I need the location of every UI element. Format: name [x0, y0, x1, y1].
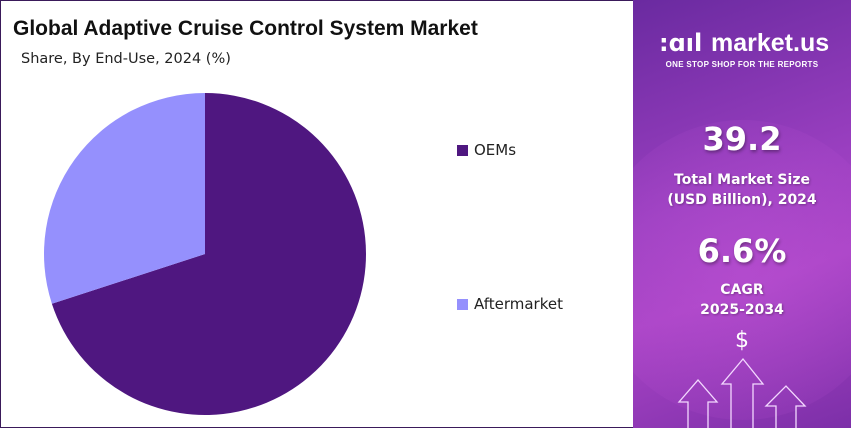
- up-arrow-icons: [677, 357, 807, 428]
- market-size-label-line1: Total Market Size: [674, 172, 810, 188]
- logo-tagline: ONE STOP SHOP FOR THE REPORTS: [665, 60, 819, 69]
- up-arrow-icon: [720, 357, 765, 428]
- cagr-value: 6.6%: [697, 232, 787, 270]
- chart-subtitle: Share, By End-Use, 2024 (%): [21, 51, 231, 67]
- legend-item-aftermarket: Aftermarket: [457, 295, 563, 313]
- up-arrow-icon: [677, 379, 719, 428]
- legend-item-oems: OEMs: [457, 141, 516, 159]
- legend-swatch-aftermarket: [457, 298, 468, 310]
- legend-label-aftermarket: Aftermarket: [474, 295, 563, 313]
- legend-swatch-oems: [457, 144, 468, 156]
- cagr-label: CAGR: [720, 282, 764, 298]
- chart-title: Global Adaptive Cruise Control System Ma…: [13, 17, 478, 40]
- chart-panel: Global Adaptive Cruise Control System Ma…: [1, 1, 632, 427]
- cagr-period: 2025-2034: [700, 302, 784, 318]
- pie-slice-aftermarket: [43, 93, 205, 304]
- logo-text: market.us: [711, 29, 830, 57]
- legend-label-oems: OEMs: [474, 141, 517, 159]
- market-us-logo-icon: :ɑıl: [659, 29, 703, 57]
- background-glow: [633, 120, 851, 420]
- up-arrow-icon: [764, 385, 807, 428]
- dollar-icon: $: [735, 328, 749, 353]
- pie-slice-oems: [51, 93, 366, 415]
- market-size-label-line2: (USD Billion), 2024: [667, 192, 817, 208]
- summary-panel: :ɑıl market.us ONE STOP SHOP FOR THE REP…: [633, 0, 851, 428]
- pie-chart: [43, 93, 366, 415]
- market-size-value: 39.2: [702, 120, 782, 158]
